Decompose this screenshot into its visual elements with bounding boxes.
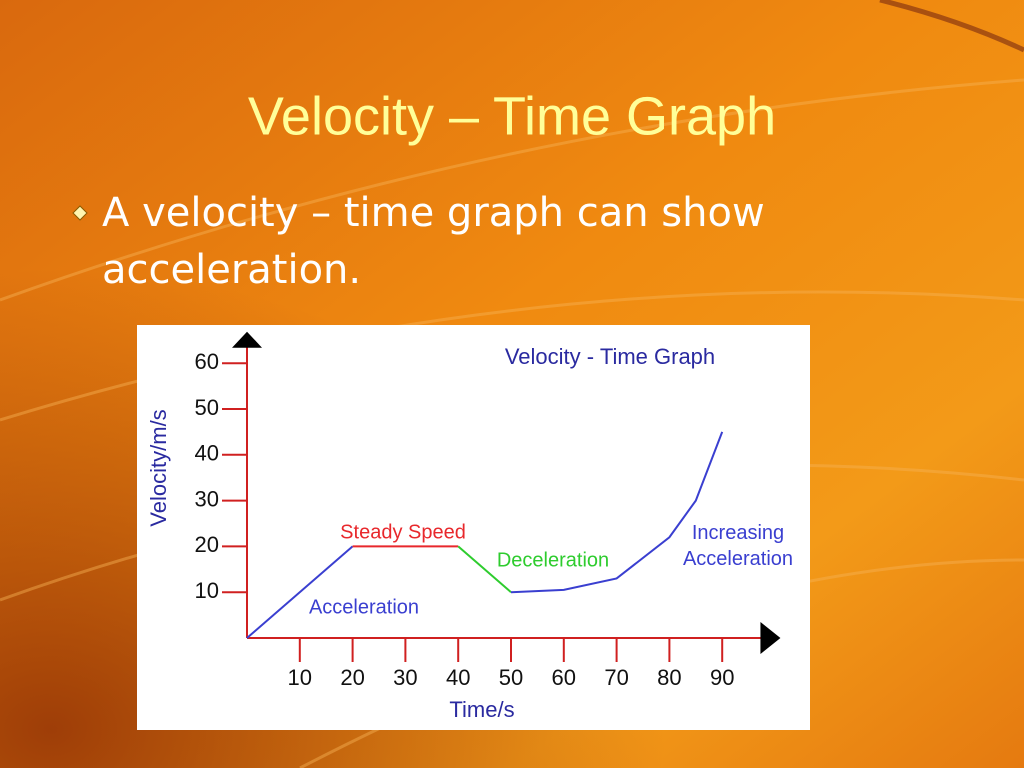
series-line <box>457 545 512 593</box>
chart-background <box>137 325 810 730</box>
x-tick-label: 90 <box>710 665 734 690</box>
y-tick-label: 60 <box>195 349 219 374</box>
y-tick-label: 40 <box>195 441 219 466</box>
x-tick-label: 40 <box>446 665 470 690</box>
chart: Velocity - Time Graph 10 20 30 40 50 60 10 20 30 4… <box>146 331 793 722</box>
chart-title: Velocity - Time Graph <box>505 344 715 369</box>
x-tick-label: 60 <box>552 665 576 690</box>
x-tick-label: 50 <box>499 665 523 690</box>
series-label: Deceleration <box>497 549 609 571</box>
y-tick-label: 50 <box>195 395 219 420</box>
x-axis-label: Time/s <box>449 697 514 722</box>
series-label: Steady Speed <box>340 521 466 543</box>
x-tick-label: 30 <box>393 665 417 690</box>
series-line <box>246 545 354 639</box>
x-axis-arrow <box>760 622 781 654</box>
x-tick-label: 80 <box>657 665 681 690</box>
y-tick-label: 10 <box>195 578 219 603</box>
series-line <box>510 431 724 594</box>
slide-title: Velocity – Time Graph <box>248 86 776 146</box>
series-label: Increasing Acceleration <box>683 522 793 570</box>
x-tick-label: 20 <box>340 665 364 690</box>
bullet-icon <box>72 205 88 221</box>
y-tick-label: 30 <box>195 486 219 511</box>
bullet-text: A velocity – time graph can show accelera… <box>102 190 765 293</box>
y-axis-label: Velocity/m/s <box>146 409 171 526</box>
x-tick-label: 70 <box>604 665 628 690</box>
x-tick-label: 10 <box>288 665 312 690</box>
y-tick-label: 20 <box>195 532 219 557</box>
y-axis-arrow <box>232 331 262 348</box>
series-label: Acceleration <box>309 596 419 618</box>
